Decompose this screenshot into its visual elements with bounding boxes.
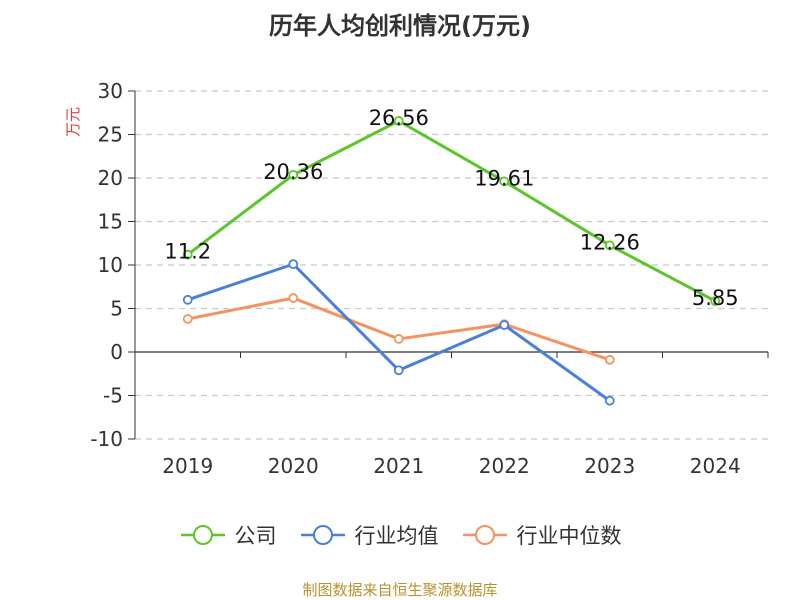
data-label-company: 5.85: [692, 286, 739, 310]
x-tick-label: 2024: [690, 454, 741, 478]
y-tick-label: 30: [98, 79, 123, 103]
data-point-company: [710, 296, 721, 307]
data-point-industry_median: [288, 293, 299, 303]
data-label-company: 12.26: [580, 230, 640, 254]
legend-item-company[interactable]: 公司: [179, 520, 277, 550]
legend-label: 行业中位数: [516, 524, 622, 548]
y-axis-label: 万元: [64, 107, 82, 137]
data-label-company: 20.36: [263, 160, 323, 184]
legend: 公司 行业均值 行业中位数: [0, 520, 800, 550]
x-tick-label: 2019: [162, 454, 213, 478]
x-tick-label: 2023: [584, 454, 635, 478]
x-tick-label: 2022: [479, 454, 530, 478]
legend-label: 行业均值: [354, 524, 439, 548]
legend-marker-icon: [180, 525, 225, 545]
legend-marker-icon: [462, 525, 507, 545]
series-line-industry_median: [187, 296, 611, 362]
data-point-company: [182, 249, 193, 260]
y-tick-label: 25: [98, 123, 123, 147]
legend-marker-icon: [300, 525, 345, 545]
axes: 30 25 20 15 10 5 0 -5 -10 万元 2019 2020 2021 2022 2023 2…: [64, 79, 769, 478]
data-point-industry_median: [604, 354, 615, 365]
legend-item-industry_avg[interactable]: 行业均值: [299, 520, 439, 550]
data-label-company: 11.2: [164, 240, 211, 264]
data-point-industry_avg: [393, 365, 404, 376]
y-tick-label: 5: [110, 297, 123, 321]
data-label-company: 19.61: [474, 166, 534, 190]
data-labels: 11.2 20.36 26.56 19.61 12.26 5.85: [164, 106, 738, 310]
y-tick-label: 10: [98, 253, 123, 277]
data-point-industry_avg: [182, 294, 193, 305]
data-point-industry_avg: [499, 320, 510, 330]
data-point-company: [604, 240, 615, 251]
data-point-industry_median: [182, 314, 193, 324]
line-chart: 30 25 20 15 10 5 0 -5 -10 万元 2019 2020 2021 2022 2023 2…: [64, 79, 769, 478]
x-tick-label: 2021: [373, 454, 424, 478]
series-line-company: [186, 119, 716, 303]
data-point-company: [499, 176, 510, 187]
data-point-industry_avg: [604, 395, 615, 406]
series: [182, 116, 721, 406]
data-point-company: [288, 169, 299, 180]
y-tick-label: -5: [103, 384, 123, 408]
data-label-company: 26.56: [369, 106, 429, 130]
data-point-industry_median: [393, 334, 404, 344]
legend-label: 公司: [234, 524, 277, 548]
data-point-company: [393, 116, 404, 126]
y-tick-label: -10: [90, 427, 123, 451]
grid-lines: [135, 90, 768, 440]
y-tick-label: 20: [98, 166, 123, 190]
x-tick-label: 2020: [268, 454, 319, 478]
series-line-industry_avg: [187, 262, 611, 402]
y-tick-label: 15: [98, 210, 123, 234]
source-note: 制图数据来自恒生聚源数据库: [302, 581, 498, 599]
y-tick-label: 0: [110, 340, 123, 364]
data-point-industry_avg: [288, 259, 299, 270]
chart-title: 历年人均创利情况(万元): [269, 12, 531, 40]
legend-item-industry_median[interactable]: 行业中位数: [461, 520, 622, 550]
